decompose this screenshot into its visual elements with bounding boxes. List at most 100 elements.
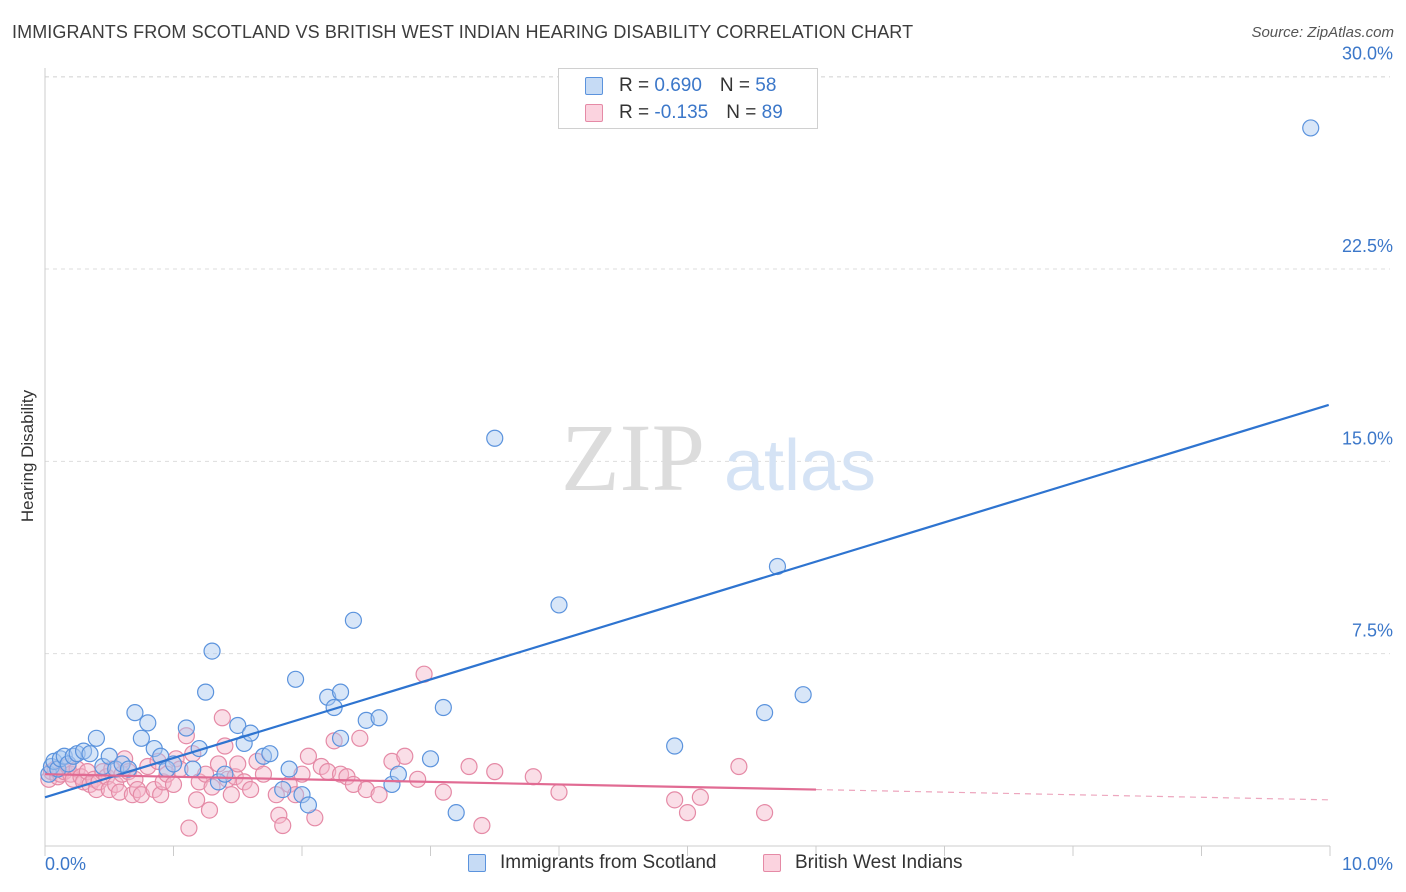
data-point-bwi: [473, 816, 491, 835]
watermark-zip: ZIP: [561, 404, 705, 511]
y-tick-label: 15.0%: [1342, 428, 1393, 448]
axes: [44, 68, 1331, 856]
legend-swatch-scotland: [585, 77, 603, 95]
data-point-bwi: [524, 768, 542, 786]
data-point-bwi: [154, 773, 172, 791]
r-value-scotland: 0.690: [654, 75, 702, 96]
data-point-bwi: [486, 763, 504, 781]
legend-swatch-bwi: [585, 104, 603, 122]
n-label: N =: [719, 75, 756, 96]
data-point-scotland: [132, 729, 150, 747]
data-point-bwi: [755, 804, 774, 822]
data-point-bwi: [666, 791, 684, 809]
n-label: N =: [726, 102, 762, 123]
correlation-legend: R = 0.690 N = 58 R = -0.135 N = 89: [558, 68, 818, 129]
legend-label-bwi: British West Indians: [795, 852, 963, 873]
data-point-scotland: [293, 786, 311, 804]
data-point-scotland: [229, 716, 247, 735]
data-point-scotland: [126, 704, 144, 722]
data-point-scotland: [550, 596, 568, 614]
legend-label-scotland: Immigrants from Scotland: [500, 852, 717, 873]
data-point-bwi: [550, 783, 568, 801]
data-point-bwi: [152, 786, 170, 804]
scotland-points: [40, 119, 1320, 822]
data-point-scotland: [421, 750, 440, 768]
data-point-scotland: [331, 729, 350, 747]
data-point-scotland: [177, 719, 195, 737]
r-label: R =: [619, 75, 655, 96]
data-point-bwi: [299, 747, 318, 765]
data-point-bwi: [409, 770, 427, 788]
data-point-bwi: [132, 786, 150, 804]
r-label: R =: [619, 102, 655, 123]
y-tick-label: 22.5%: [1342, 236, 1393, 256]
trend-line-scotland: [44, 403, 1330, 799]
y-tick-label: 7.5%: [1352, 621, 1393, 641]
data-point-scotland: [274, 780, 292, 799]
data-point-scotland: [389, 765, 407, 783]
data-point-scotland: [447, 804, 465, 822]
data-point-bwi: [158, 765, 176, 783]
data-point-bwi: [200, 801, 219, 819]
data-point-bwi: [678, 804, 697, 822]
data-point-bwi: [213, 709, 231, 727]
data-point-scotland: [216, 765, 234, 783]
y-tick-label: 30.0%: [1342, 44, 1393, 64]
gridlines: [45, 76, 1390, 655]
data-point-bwi: [180, 819, 198, 837]
data-point-scotland: [242, 724, 260, 742]
data-point-scotland: [139, 714, 157, 732]
data-point-scotland: [286, 670, 305, 688]
data-point-bwi: [242, 780, 260, 799]
data-point-scotland: [55, 747, 73, 765]
data-point-bwi: [209, 755, 228, 773]
watermark-atlas: atlas: [724, 426, 876, 506]
trend-line-bwi: [44, 773, 817, 791]
source-credit: Source: ZipAtlas.com: [1251, 24, 1394, 41]
n-value-bwi: 89: [761, 102, 783, 123]
data-point-scotland: [344, 611, 362, 629]
data-point-bwi: [370, 786, 388, 804]
data-point-scotland: [794, 686, 812, 704]
data-point-bwi: [691, 788, 709, 806]
data-point-scotland: [486, 429, 504, 447]
data-point-scotland: [184, 760, 202, 778]
data-point-bwi: [164, 775, 183, 794]
data-point-scotland: [299, 796, 318, 814]
data-point-bwi: [270, 806, 288, 824]
trend-lines: [44, 403, 1330, 801]
data-point-scotland: [319, 688, 337, 706]
data-point-scotland: [357, 711, 375, 729]
tick-labels: 7.5% 15.0% 22.5% 30.0% 0.0% 10.0%: [45, 44, 1393, 874]
n-value-scotland: 58: [755, 75, 777, 96]
data-point-bwi: [110, 783, 129, 801]
x-tick-label-max: 10.0%: [1342, 854, 1393, 874]
data-point-bwi: [730, 757, 748, 776]
data-point-bwi: [286, 786, 305, 804]
data-point-scotland: [1302, 119, 1320, 137]
data-point-scotland: [203, 642, 221, 660]
data-point-scotland: [81, 745, 99, 763]
data-point-bwi: [460, 757, 478, 776]
data-point-bwi: [274, 816, 292, 835]
data-point-scotland: [261, 745, 279, 763]
data-point-bwi: [222, 786, 240, 804]
data-point-bwi: [229, 755, 247, 773]
data-point-bwi: [434, 783, 452, 801]
data-point-scotland: [197, 683, 215, 701]
x-tick-label-min: 0.0%: [45, 854, 86, 874]
data-point-scotland: [434, 698, 452, 717]
data-point-scotland: [331, 683, 350, 701]
data-point-scotland: [666, 737, 684, 755]
data-point-bwi: [351, 729, 369, 747]
data-point-scotland: [280, 760, 298, 778]
data-point-scotland: [370, 709, 388, 727]
legend-swatch-scotland: [468, 854, 486, 872]
data-point-bwi: [188, 791, 206, 809]
y-axis-label: Hearing Disability: [18, 389, 37, 523]
data-point-scotland: [755, 704, 774, 722]
data-point-bwi: [254, 765, 273, 783]
data-point-bwi: [396, 747, 414, 765]
british-west-indians-points: [40, 665, 774, 837]
